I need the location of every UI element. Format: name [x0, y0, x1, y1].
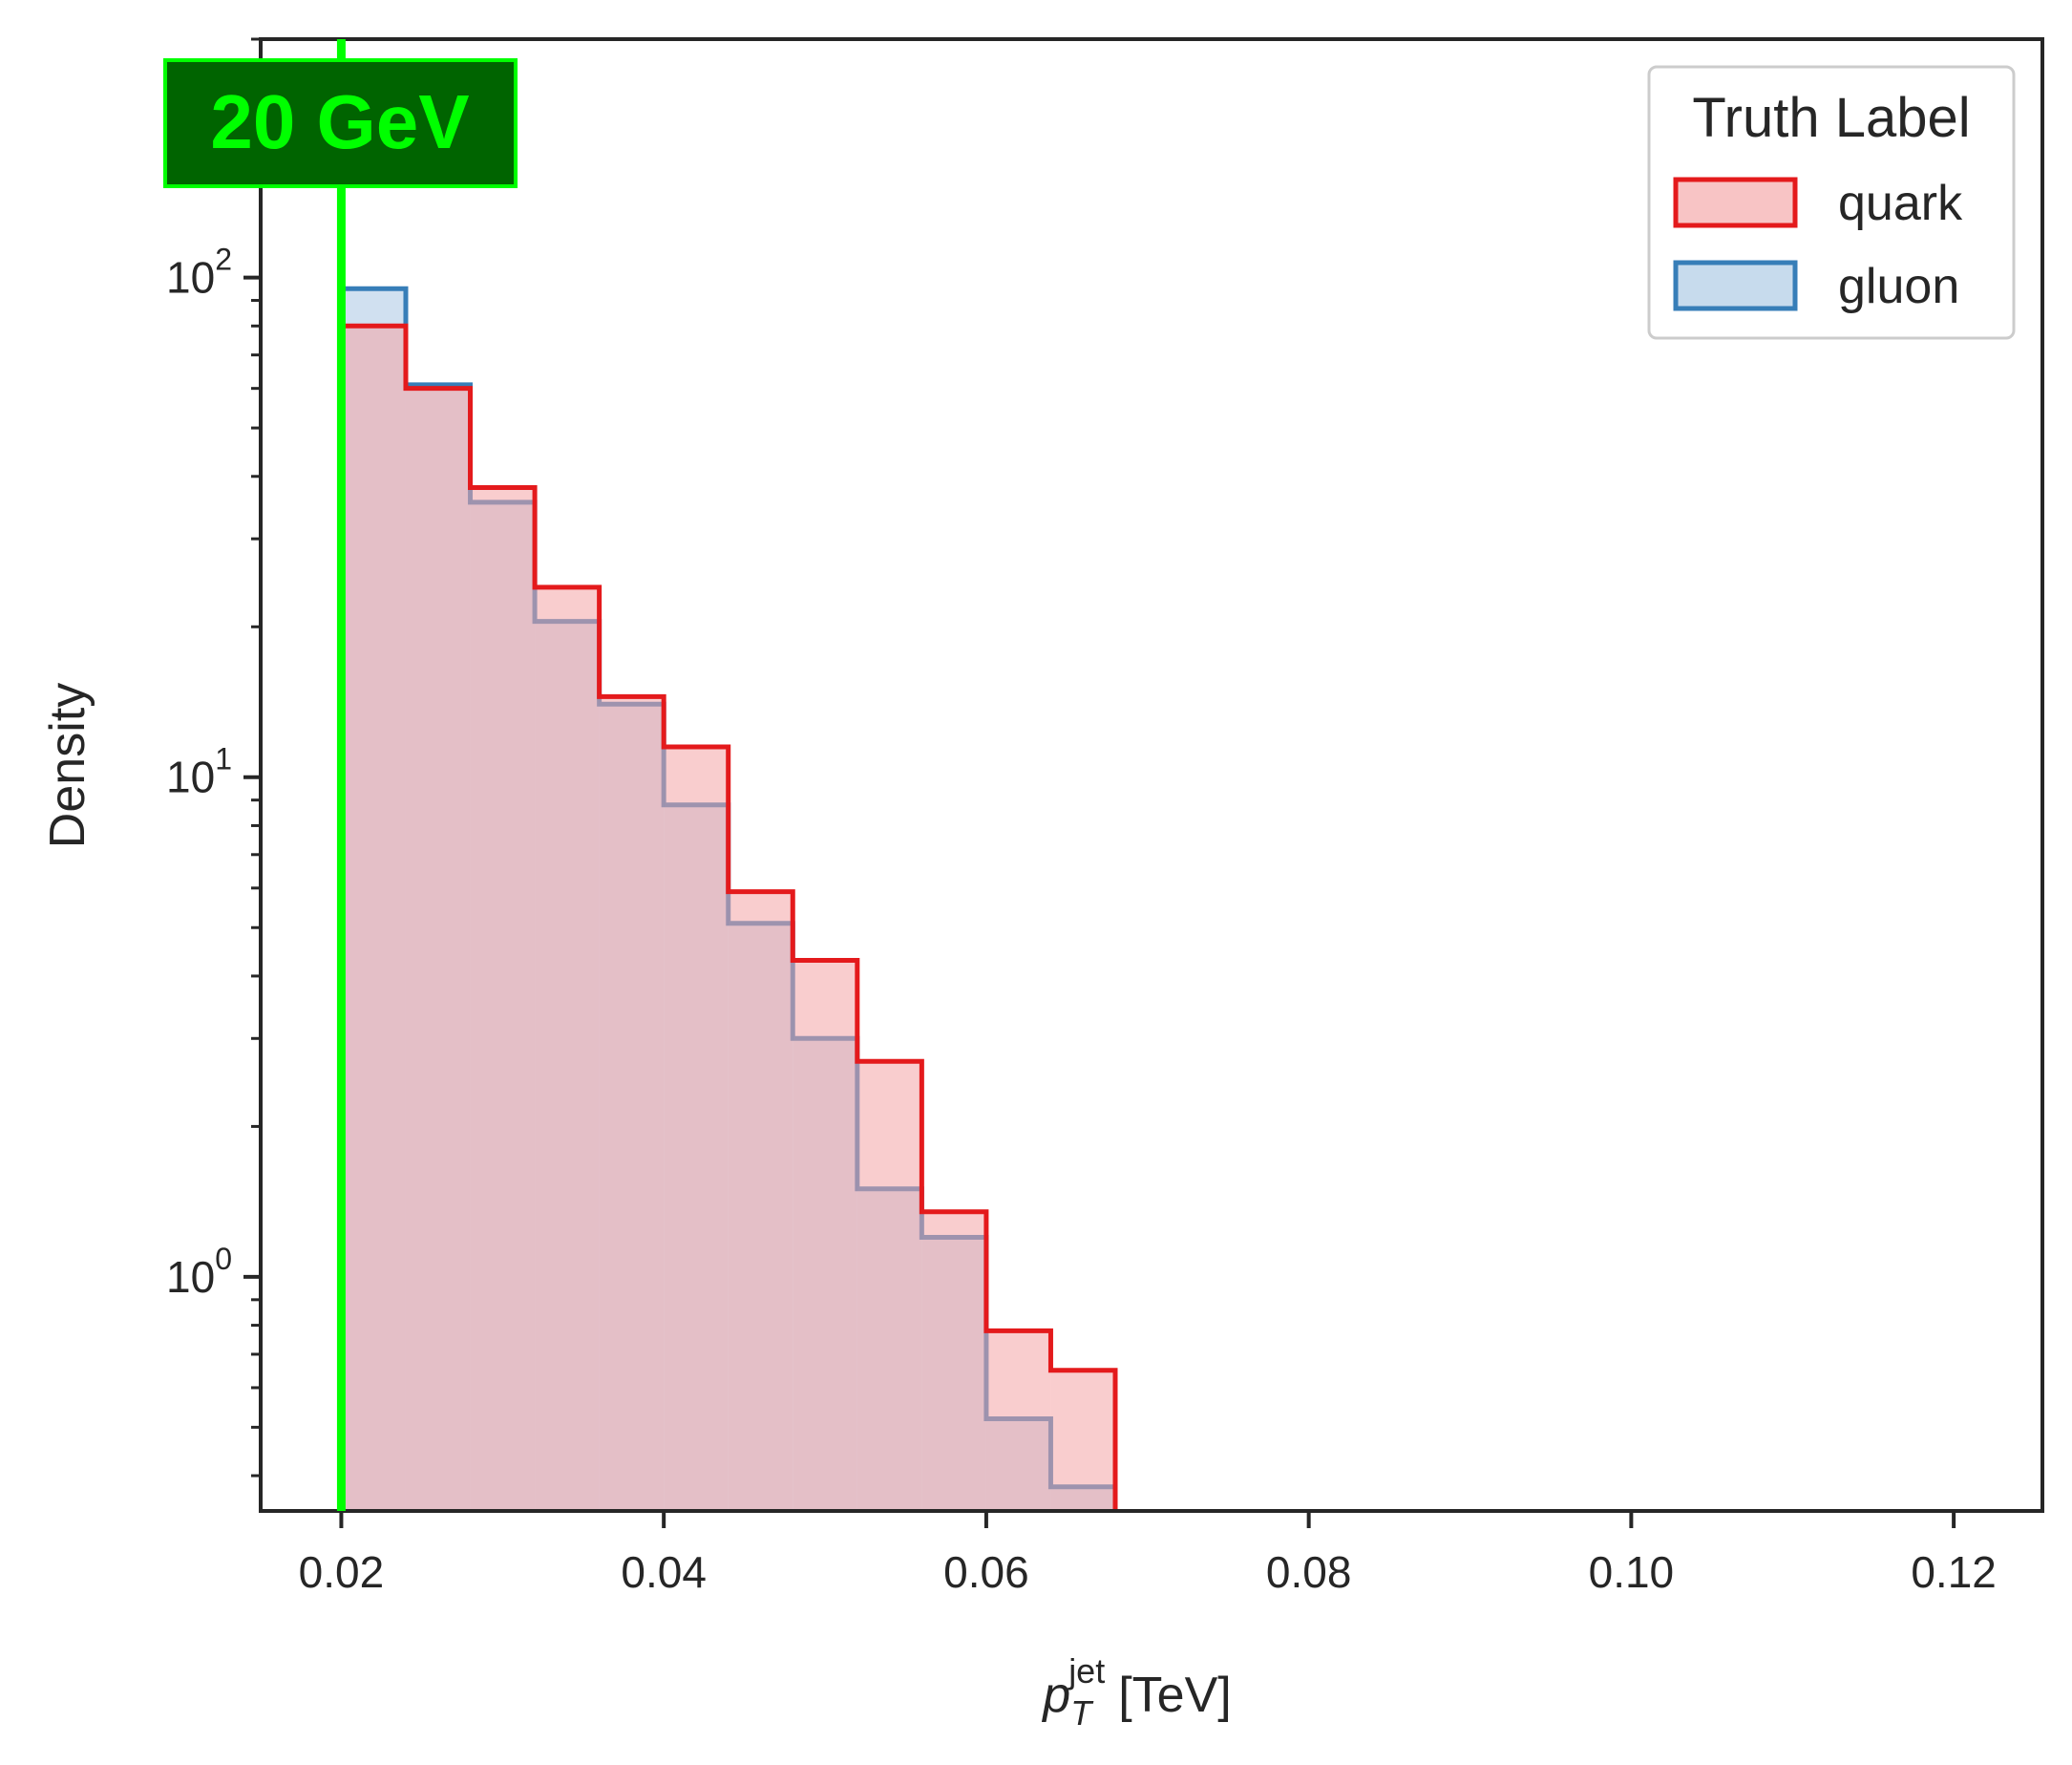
x-axis-ticks: 0.02 0.04 0.06 0.08 0.10 0.12 [299, 1511, 1997, 1597]
quark-bar-7 [793, 960, 857, 1511]
legend-label-gluon: gluon [1838, 259, 1959, 314]
x-label-main: p [1041, 1668, 1070, 1723]
y-axis-label: Density [40, 683, 95, 848]
quark-bar-0 [341, 326, 406, 1511]
x-label-sup: jet [1068, 1651, 1105, 1691]
y-tick-label: 102 [166, 243, 232, 303]
x-tick-label: 0.02 [299, 1547, 385, 1597]
quark-step-outline [338, 323, 1118, 1511]
quark-bar-5 [664, 746, 729, 1511]
cut-label-box [163, 58, 518, 188]
quark-bar-2 [470, 487, 536, 1512]
x-tick-label: 0.10 [1589, 1547, 1675, 1597]
x-tick-label: 0.08 [1266, 1547, 1352, 1597]
cut-annotation: 20 GeV [163, 39, 518, 1511]
legend-label-quark: quark [1838, 176, 1963, 231]
legend-entries: quark gluon [1673, 176, 1963, 314]
legend-swatch-quark [1673, 177, 1798, 228]
quark-bar-11 [1050, 1370, 1116, 1511]
legend-swatch-gluon [1673, 260, 1798, 311]
y-tick-label: 101 [166, 742, 232, 802]
plot-frame [259, 37, 2044, 1513]
cut-label-text: 20 GeV [210, 79, 469, 164]
quark-bar-1 [405, 388, 471, 1512]
y-tick-label: 100 [166, 1242, 232, 1302]
series-quark [338, 323, 1118, 1512]
x-label-sub: T [1070, 1693, 1094, 1733]
quark-bar-10 [985, 1330, 1051, 1511]
x-tick-label: 0.12 [1911, 1547, 1997, 1597]
x-tick-label: 0.06 [943, 1547, 1029, 1597]
x-tick-label: 0.04 [621, 1547, 707, 1597]
quark-bar-3 [535, 586, 600, 1511]
quark-bar-8 [856, 1061, 922, 1511]
y-axis-ticks: 100 101 102 [166, 243, 261, 1302]
x-label-unit: [TeV] [1118, 1668, 1232, 1723]
legend: Truth Label quark gluon [1647, 65, 2016, 340]
legend-title: Truth Label [1692, 87, 1970, 149]
quark-bar-9 [921, 1211, 986, 1511]
x-axis-label: pTjet [TeV] [1041, 1651, 1231, 1733]
quark-bar-6 [728, 891, 793, 1511]
histogram-layer [338, 286, 1118, 1512]
quark-bar-4 [599, 696, 665, 1511]
